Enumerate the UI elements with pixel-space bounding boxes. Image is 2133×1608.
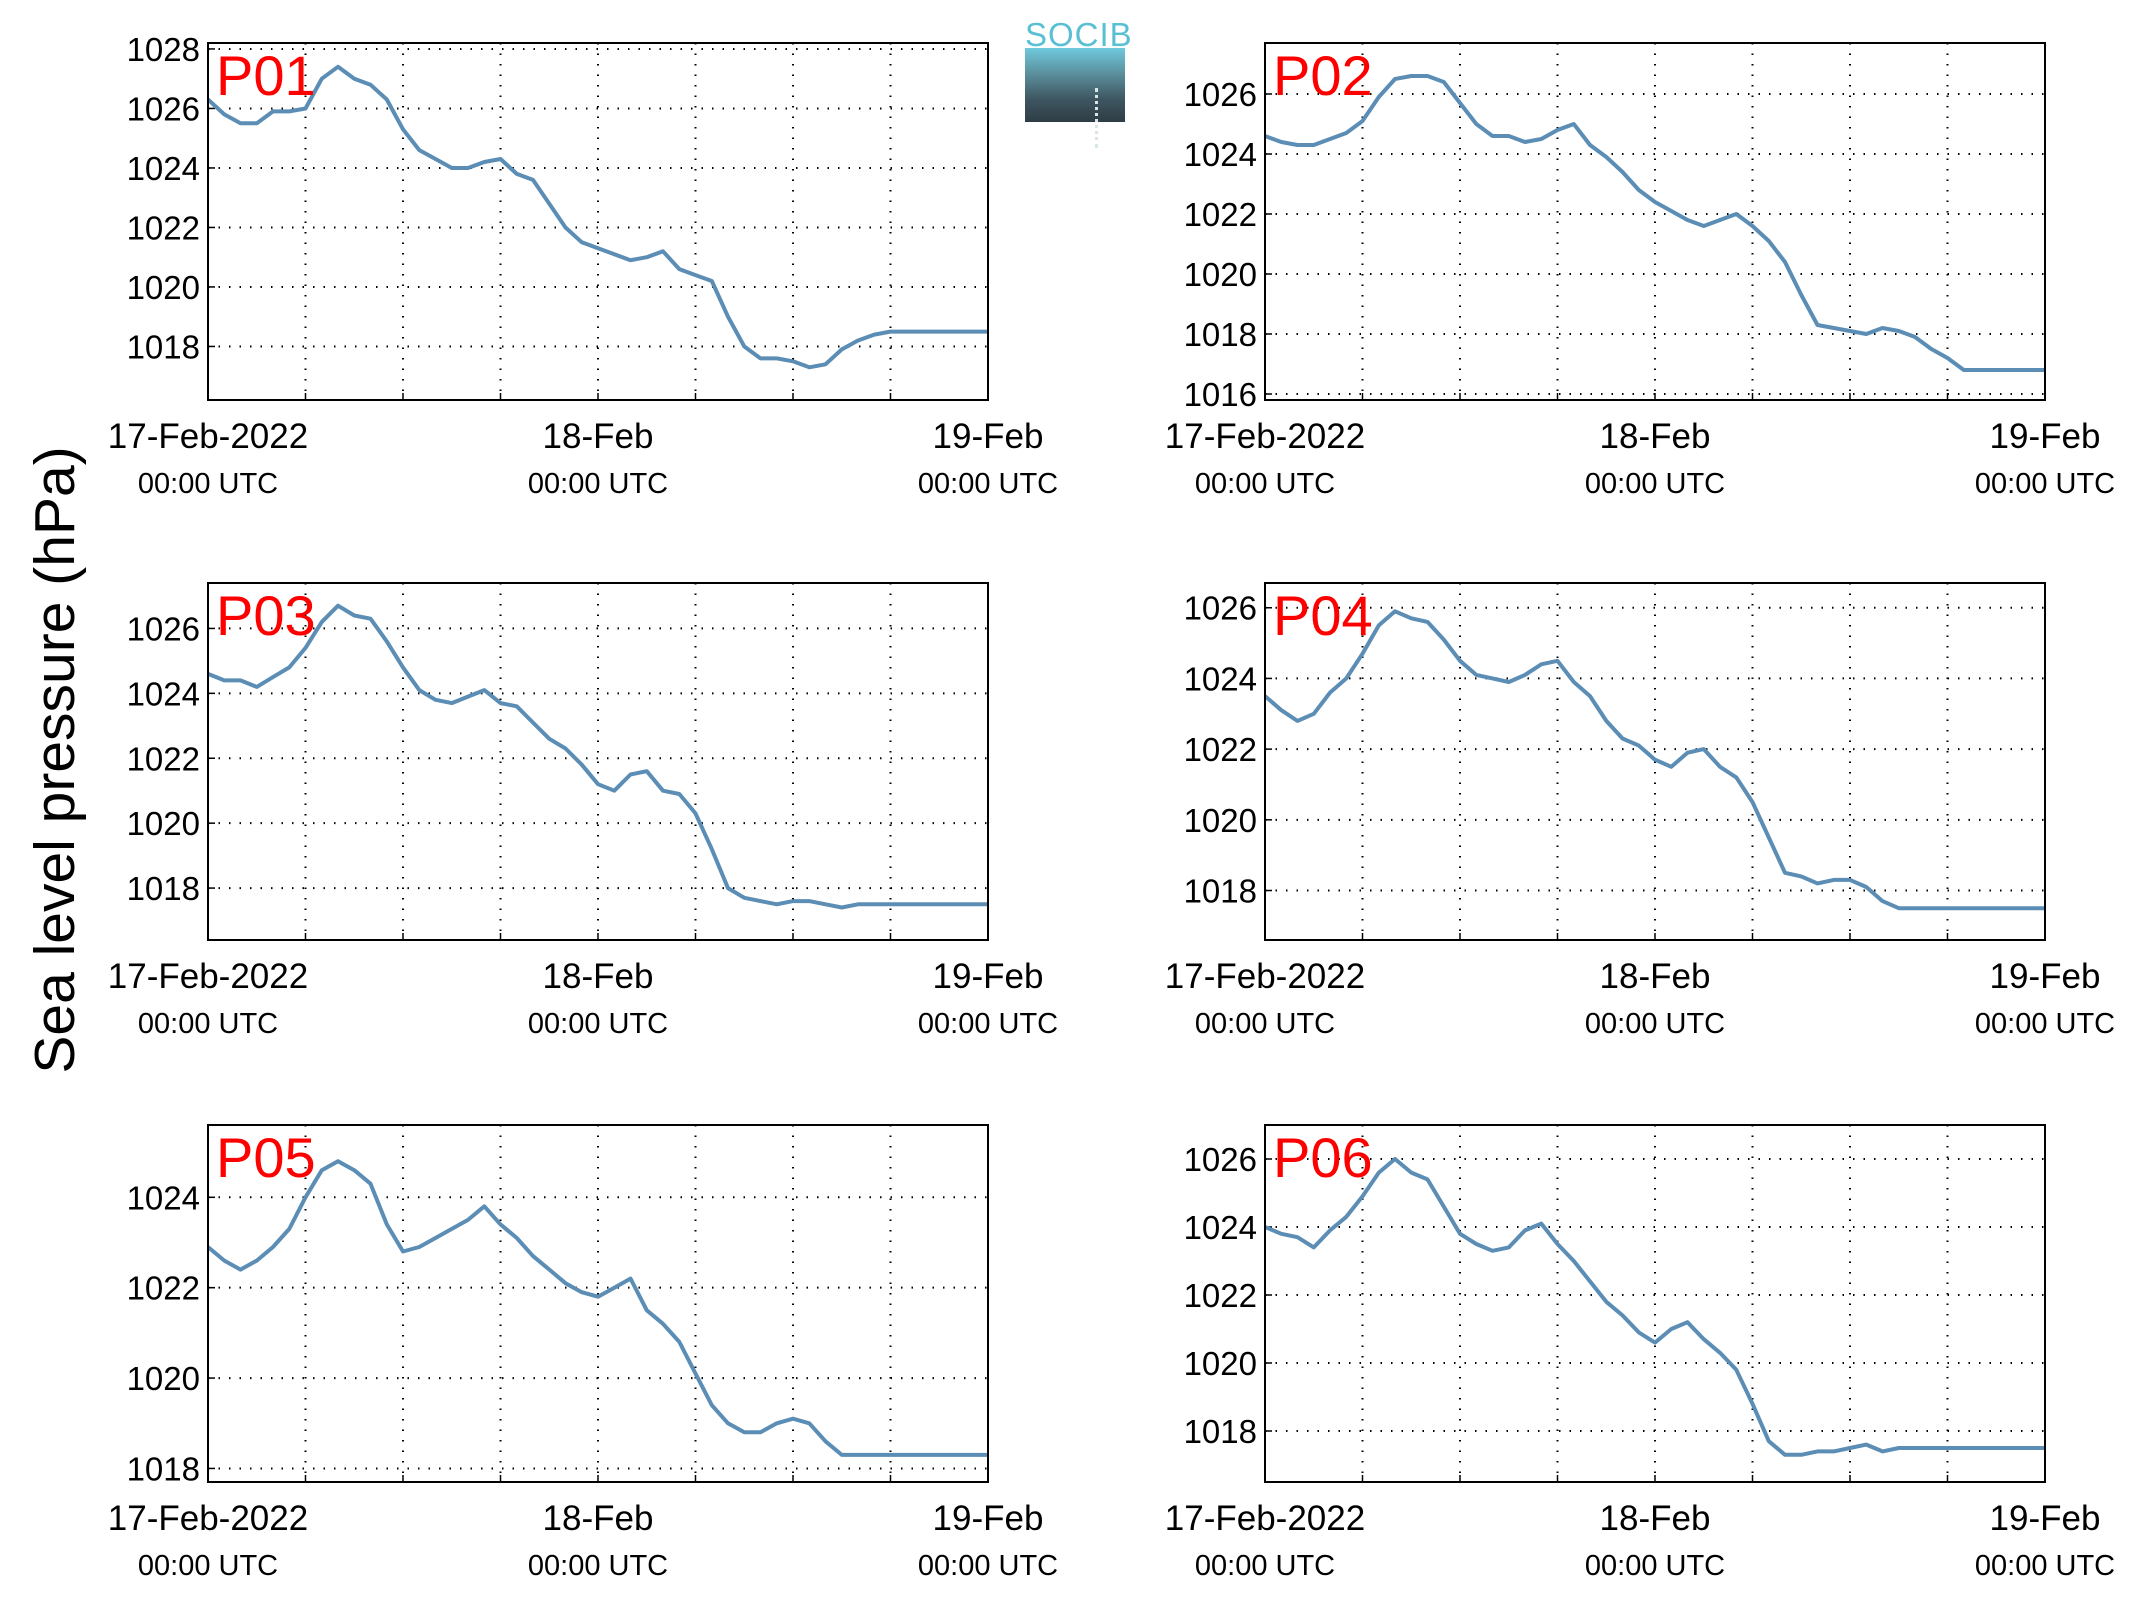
y-tick-label: 1018 (127, 1450, 200, 1487)
panel-label: P06 (1273, 1126, 1373, 1189)
x-tick-time-label: 00:00 UTC (138, 1550, 278, 1582)
plot-frame (207, 582, 989, 941)
x-tick-time-label: 00:00 UTC (1975, 468, 2115, 500)
y-tick-label: 1024 (127, 675, 200, 712)
y-tick-label: 1020 (1184, 256, 1257, 293)
chart-panel-p01: 1018 1020 1022 1024 1026 1028 17-Feb-2022 00:00… (108, 31, 1058, 500)
x-tick-time-label: 00:00 UTC (918, 1550, 1058, 1582)
x-tick-time-label: 00:00 UTC (918, 468, 1058, 500)
pressure-line (1263, 609, 2045, 911)
chart-panel-p06: 1018 1020 1022 1024 1026 17-Feb-2022 00:00 UTC… (1165, 1124, 2115, 1582)
x-tick-date-label: 18-Feb (543, 1499, 654, 1538)
x-tick-date-label: 19-Feb (1990, 1499, 2101, 1538)
panel-label: P02 (1273, 44, 1373, 107)
plot-frame (1264, 582, 2046, 941)
y-tick-label: 1020 (127, 269, 200, 306)
y-tick-label: 1022 (1184, 196, 1257, 233)
logo-image (1025, 48, 1125, 148)
y-tick-label: 1024 (127, 1179, 200, 1216)
x-tick-time-label: 00:00 UTC (528, 468, 668, 500)
x-tick-time-label: 00:00 UTC (138, 468, 278, 500)
x-tick-time-label: 00:00 UTC (918, 1008, 1058, 1040)
x-tick-time-label: 00:00 UTC (1975, 1008, 2115, 1040)
y-tick-label: 1020 (127, 805, 200, 842)
x-tick-date-label: 17-Feb-2022 (1165, 417, 1365, 456)
x-tick-date-label: 19-Feb (1990, 957, 2101, 996)
y-tick-label: 1022 (1184, 1277, 1257, 1314)
panel-label: P05 (216, 1126, 316, 1189)
y-tick-label: 1026 (1184, 590, 1257, 627)
x-tick-time-label: 00:00 UTC (1975, 1550, 2115, 1582)
y-tick-label: 1020 (127, 1360, 200, 1397)
x-tick-date-label: 18-Feb (1600, 1499, 1711, 1538)
socib-logo: SOCIB (1025, 16, 1133, 148)
chart-panel-p05: 1018 1020 1022 1024 17-Feb-2022 00:00 UTC 18-F… (108, 1124, 1058, 1582)
x-tick-time-label: 00:00 UTC (528, 1550, 668, 1582)
y-tick-label: 1022 (127, 1270, 200, 1307)
x-tick-time-label: 00:00 UTC (528, 1008, 668, 1040)
logo-text: SOCIB (1025, 16, 1133, 53)
y-tick-label: 1024 (1184, 1209, 1257, 1246)
y-tick-label: 1020 (1184, 1345, 1257, 1382)
chart-panel-p04: 1018 1020 1022 1024 1026 17-Feb-2022 00:00 UTC… (1165, 582, 2115, 1040)
x-tick-date-label: 18-Feb (1600, 417, 1711, 456)
x-tick-time-label: 00:00 UTC (138, 1008, 278, 1040)
x-tick-date-label: 17-Feb-2022 (108, 1499, 308, 1538)
panel-label: P01 (216, 44, 316, 107)
x-tick-date-label: 18-Feb (543, 957, 654, 996)
x-tick-date-label: 19-Feb (933, 1499, 1044, 1538)
panel-label: P04 (1273, 584, 1373, 647)
x-tick-time-label: 00:00 UTC (1195, 468, 1335, 500)
plot-frame (207, 42, 989, 401)
x-tick-date-label: 17-Feb-2022 (108, 417, 308, 456)
x-tick-date-label: 18-Feb (543, 417, 654, 456)
y-tick-label: 1024 (1184, 136, 1257, 173)
pressure-line (206, 64, 988, 370)
pressure-line (206, 1159, 988, 1457)
x-tick-date-label: 19-Feb (933, 417, 1044, 456)
plot-frame (1264, 42, 2046, 401)
plot-frame (1264, 1124, 2046, 1483)
x-tick-date-label: 17-Feb-2022 (108, 957, 308, 996)
x-tick-date-label: 19-Feb (933, 957, 1044, 996)
x-tick-time-label: 00:00 UTC (1195, 1008, 1335, 1040)
y-tick-label: 1024 (127, 150, 200, 187)
y-tick-label: 1018 (1184, 316, 1257, 353)
y-tick-label: 1026 (1184, 76, 1257, 113)
y-tick-label: 1022 (1184, 731, 1257, 768)
x-tick-date-label: 17-Feb-2022 (1165, 1499, 1365, 1538)
x-tick-time-label: 00:00 UTC (1585, 1008, 1725, 1040)
y-tick-label: 1020 (1184, 802, 1257, 839)
y-tick-label: 1016 (1184, 376, 1257, 413)
x-tick-time-label: 00:00 UTC (1195, 1550, 1335, 1582)
x-tick-date-label: 17-Feb-2022 (1165, 957, 1365, 996)
pressure-line (1264, 74, 2045, 372)
y-tick-label: 1026 (127, 90, 200, 127)
x-tick-time-label: 00:00 UTC (1585, 1550, 1725, 1582)
y-tick-label: 1022 (127, 740, 200, 777)
y-tick-label: 1024 (1184, 660, 1257, 697)
chart-panel-p03: 1018 1020 1022 1024 1026 17-Feb-2022 00:00 UTC… (108, 582, 1058, 1040)
y-tick-label: 1022 (127, 209, 200, 246)
x-tick-date-label: 18-Feb (1600, 957, 1711, 996)
plot-frame (207, 1124, 989, 1483)
y-tick-label: 1018 (1184, 1413, 1257, 1450)
x-tick-date-label: 19-Feb (1990, 417, 2101, 456)
y-tick-label: 1018 (127, 328, 200, 365)
pressure-line (1264, 1157, 2045, 1457)
y-tick-label: 1026 (127, 610, 200, 647)
y-tick-label: 1018 (127, 870, 200, 907)
y-tick-label: 1028 (127, 31, 200, 68)
panel-label: P03 (216, 584, 316, 647)
y-tick-label: 1026 (1184, 1141, 1257, 1178)
y-tick-label: 1018 (1184, 873, 1257, 910)
chart-panel-p02: 1016 1018 1020 1022 1024 1026 17-Feb-2022 00:00… (1165, 42, 2115, 500)
pressure-line (207, 603, 988, 910)
x-tick-time-label: 00:00 UTC (1585, 468, 1725, 500)
